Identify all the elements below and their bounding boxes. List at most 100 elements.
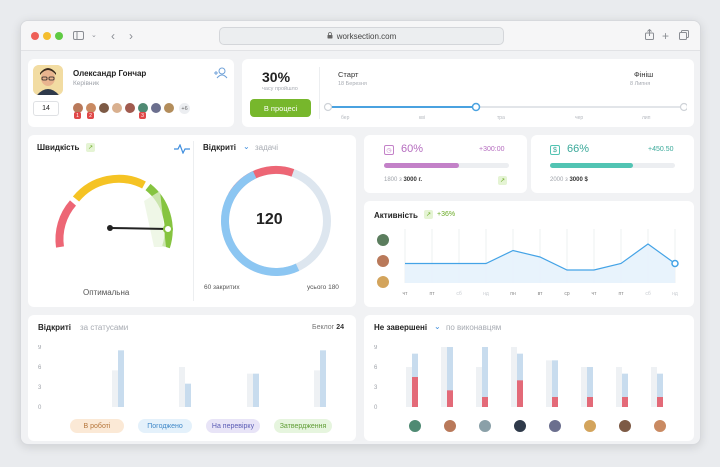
bar	[517, 353, 523, 407]
timeline-track[interactable]: бер кві тра чер лип	[322, 97, 687, 127]
activity-line	[405, 243, 676, 271]
bar	[253, 373, 259, 407]
month-label: лип	[642, 115, 651, 121]
start-date: 18 Березня	[338, 81, 367, 87]
day-label: сб	[645, 291, 651, 297]
bar	[651, 367, 657, 407]
month-label: кві	[419, 115, 425, 121]
bar	[552, 397, 558, 407]
sidebar-toggle-icon[interactable]	[73, 28, 84, 44]
open-tasks-subtitle[interactable]: задачі	[255, 143, 279, 152]
assignee-avatar[interactable]	[408, 419, 422, 433]
tabs-overview-icon[interactable]	[679, 28, 689, 44]
add-person-icon[interactable]	[212, 66, 228, 84]
forward-icon[interactable]: ›	[129, 29, 133, 43]
finish-date: 8 Липня	[630, 81, 651, 87]
bar	[179, 367, 185, 407]
browser-titlebar: ⌄ ‹ › worksection.com +	[21, 21, 700, 51]
open-status-subtitle: за статусами	[80, 323, 129, 332]
assignee-avatar[interactable]	[513, 419, 527, 433]
bar	[185, 383, 191, 407]
notification-badge: 2	[87, 112, 94, 119]
bar	[511, 347, 517, 407]
user-avatar[interactable]	[33, 65, 63, 95]
time-budget-card: ◷ 60% +300:00 1800 з 3000 г. ↗	[364, 135, 527, 193]
money-delta: +450.50	[648, 146, 674, 153]
pulse-icon[interactable]	[174, 141, 190, 159]
y-tick-label: 3	[374, 385, 378, 391]
trend-up-icon: ↗	[424, 210, 433, 219]
y-tick-label: 6	[374, 365, 378, 371]
share-icon[interactable]	[645, 28, 654, 44]
day-label: нд	[672, 291, 678, 297]
status-pill-agreed[interactable]: Погоджено	[138, 419, 192, 433]
money-amount: 2000 з 3000 $	[550, 177, 588, 183]
day-label: вт	[538, 291, 544, 297]
finish-label: Фініш	[634, 70, 654, 79]
bar	[657, 373, 663, 407]
bar	[406, 367, 412, 407]
assignee-avatar[interactable]	[443, 419, 457, 433]
zoom-window-button[interactable]	[55, 32, 63, 40]
member-avatar[interactable]	[98, 102, 110, 114]
total-count: усього 180	[307, 284, 339, 291]
trend-up-icon: ↗	[498, 176, 507, 185]
day-label: пт	[619, 291, 625, 297]
status-pill-review[interactable]: На перевірку	[206, 419, 260, 433]
chevron-down-icon[interactable]: ⌄	[434, 322, 441, 331]
time-percent-caption: часу пройшло	[262, 86, 298, 92]
day-label: чт	[592, 291, 598, 297]
user-avatar[interactable]	[376, 275, 390, 289]
address-bar[interactable]: worksection.com	[219, 27, 504, 45]
url-text: worksection.com	[336, 31, 397, 41]
assignee-avatar[interactable]	[478, 419, 492, 433]
back-icon[interactable]: ‹	[111, 29, 115, 43]
activity-chart: чт пт сб нд пн вт ср чт пт сб нд	[403, 229, 679, 297]
member-avatar[interactable]	[124, 102, 136, 114]
status-pill-in-work[interactable]: В роботі	[70, 419, 124, 433]
assignee-bar-chart: 9 6 3 0	[374, 345, 663, 411]
open-status-card: Відкриті за статусами Беклог 24 9 6 3 0 В р…	[28, 315, 356, 441]
member-avatar[interactable]	[150, 102, 162, 114]
bar	[118, 350, 124, 407]
day-label: пт	[430, 291, 436, 297]
timeline-card: 30% часу пройшло В процесі Старт 18 Бере…	[242, 59, 694, 127]
y-tick-label: 6	[38, 365, 42, 371]
assignee-avatar[interactable]	[618, 419, 632, 433]
user-name: Олександр Гончар	[73, 69, 147, 78]
open-status-title: Відкриті	[38, 323, 72, 332]
donut-open-segment	[221, 166, 331, 276]
time-progress-fill	[384, 163, 459, 168]
minimize-window-button[interactable]	[43, 32, 51, 40]
assignee-avatar[interactable]	[583, 419, 597, 433]
chevron-down-icon[interactable]: ⌄	[243, 142, 250, 151]
time-delta: +300:00	[479, 146, 505, 153]
member-avatar[interactable]	[111, 102, 123, 114]
more-members-badge[interactable]: +6	[178, 102, 191, 115]
money-budget-card: $ 66% +450.50 2000 з 3000 $	[531, 135, 694, 193]
time-amount: 1800 з 3000 г.	[384, 177, 423, 183]
chevron-down-icon[interactable]: ⌄	[91, 32, 97, 39]
bar	[476, 367, 482, 407]
backlog[interactable]: Беклог 24	[312, 324, 344, 331]
task-count-box[interactable]: 14	[33, 101, 59, 116]
user-avatar[interactable]	[376, 233, 390, 247]
member-avatar[interactable]	[163, 102, 175, 114]
status-bar-chart: 9 6 3 0	[38, 345, 326, 411]
money-progress-fill	[550, 163, 633, 168]
new-tab-icon[interactable]: +	[662, 29, 670, 43]
close-window-button[interactable]	[31, 32, 39, 40]
assignee-avatar[interactable]	[653, 419, 667, 433]
bar	[657, 397, 663, 407]
status-pill-approval[interactable]: Затвердження	[274, 419, 332, 433]
clock-icon: ◷	[384, 145, 394, 155]
user-avatar[interactable]	[376, 254, 390, 268]
not-done-subtitle[interactable]: по виконавцям	[446, 323, 502, 332]
speed-title: Швидкість	[37, 143, 80, 152]
bar	[616, 367, 622, 407]
bar	[587, 397, 593, 407]
status-button[interactable]: В процесі	[250, 99, 311, 117]
time-percent: 30%	[262, 69, 291, 85]
bar	[587, 367, 593, 407]
assignee-avatar[interactable]	[548, 419, 562, 433]
